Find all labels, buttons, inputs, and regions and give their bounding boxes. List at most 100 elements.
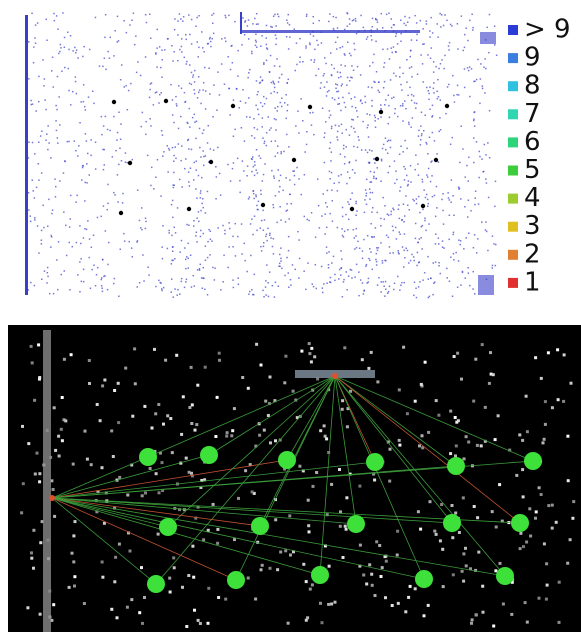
map-point — [411, 94, 413, 96]
map-point — [198, 211, 200, 213]
map-point — [351, 126, 353, 128]
scene-point — [258, 434, 261, 437]
map-point — [464, 47, 466, 49]
map-point — [395, 75, 397, 77]
map-point — [33, 46, 35, 48]
map-point — [181, 186, 183, 188]
map-point — [180, 116, 182, 118]
map-point — [337, 190, 339, 192]
map-point — [256, 230, 258, 232]
map-point — [105, 116, 107, 118]
scene-point — [330, 483, 333, 486]
map-point — [215, 198, 217, 200]
map-point — [90, 155, 92, 157]
map-point — [297, 111, 299, 113]
map-point — [394, 283, 396, 285]
map-point — [468, 200, 470, 202]
map-point — [341, 258, 343, 260]
scene-point — [190, 422, 193, 425]
map-point — [385, 137, 387, 139]
scene-point — [547, 351, 550, 354]
map-point — [390, 79, 392, 81]
map-point — [172, 251, 174, 253]
map-point — [162, 225, 164, 227]
scene-point — [157, 533, 160, 536]
map-point — [372, 207, 374, 209]
scene-point — [495, 526, 498, 529]
map-point — [340, 153, 342, 155]
map-point — [273, 238, 275, 240]
map-point — [313, 23, 315, 25]
scene-point — [524, 601, 527, 604]
map-point — [402, 73, 404, 75]
map-point — [474, 293, 476, 295]
map-point — [406, 59, 408, 61]
map-point — [372, 236, 374, 238]
map-point — [139, 220, 141, 222]
map-point — [331, 64, 333, 66]
map-point — [241, 223, 243, 225]
scene-point — [521, 468, 524, 471]
map-point — [220, 289, 222, 291]
map-point — [175, 158, 177, 160]
map-point — [329, 213, 331, 215]
map-point — [233, 136, 235, 138]
map-point — [257, 94, 259, 96]
map-point — [266, 145, 268, 147]
map-point — [196, 217, 198, 219]
map-point — [77, 155, 79, 157]
map-point — [64, 47, 66, 49]
map-point — [367, 124, 369, 126]
map-point — [107, 184, 109, 186]
scene-point — [30, 345, 33, 348]
map-point — [194, 81, 196, 83]
map-point — [167, 248, 169, 250]
scene-point — [214, 435, 217, 438]
map-point — [168, 148, 170, 150]
map-point — [64, 270, 66, 272]
scene-point — [563, 353, 566, 356]
map-point — [370, 192, 372, 194]
map-point — [364, 199, 366, 201]
map-point — [185, 281, 187, 283]
map-point — [428, 203, 430, 205]
map-point — [148, 274, 150, 276]
map-point — [380, 218, 382, 220]
map-point — [233, 162, 235, 164]
map-point — [376, 264, 378, 266]
map-point — [404, 257, 406, 259]
map-point — [488, 197, 490, 199]
map-point — [450, 257, 452, 259]
scene-point — [452, 573, 455, 576]
map-point — [192, 76, 194, 78]
map-point — [173, 187, 175, 189]
map-point — [344, 29, 346, 31]
map-point — [306, 131, 308, 133]
scene-point — [175, 354, 178, 357]
map-point — [368, 258, 370, 260]
map-point — [399, 76, 401, 78]
map-point — [329, 171, 331, 173]
map-point — [198, 76, 200, 78]
map-point — [360, 279, 362, 281]
map-point — [59, 51, 61, 53]
map-point — [489, 110, 491, 112]
map-point — [353, 119, 355, 121]
map-point — [333, 256, 335, 258]
map-point — [209, 93, 211, 95]
anchor-sphere — [347, 515, 365, 533]
scene-point — [149, 467, 152, 470]
scene-point — [440, 503, 443, 506]
map-point — [176, 105, 178, 107]
map-point — [193, 220, 195, 222]
map-point — [88, 96, 90, 98]
map-point — [402, 103, 404, 105]
map-point — [327, 190, 329, 192]
map-point — [449, 199, 451, 201]
map-point — [295, 269, 297, 271]
scene-point — [300, 350, 303, 353]
map-point — [160, 67, 162, 69]
map-point — [447, 277, 449, 279]
scene-point — [187, 574, 190, 577]
map-point — [342, 207, 344, 209]
